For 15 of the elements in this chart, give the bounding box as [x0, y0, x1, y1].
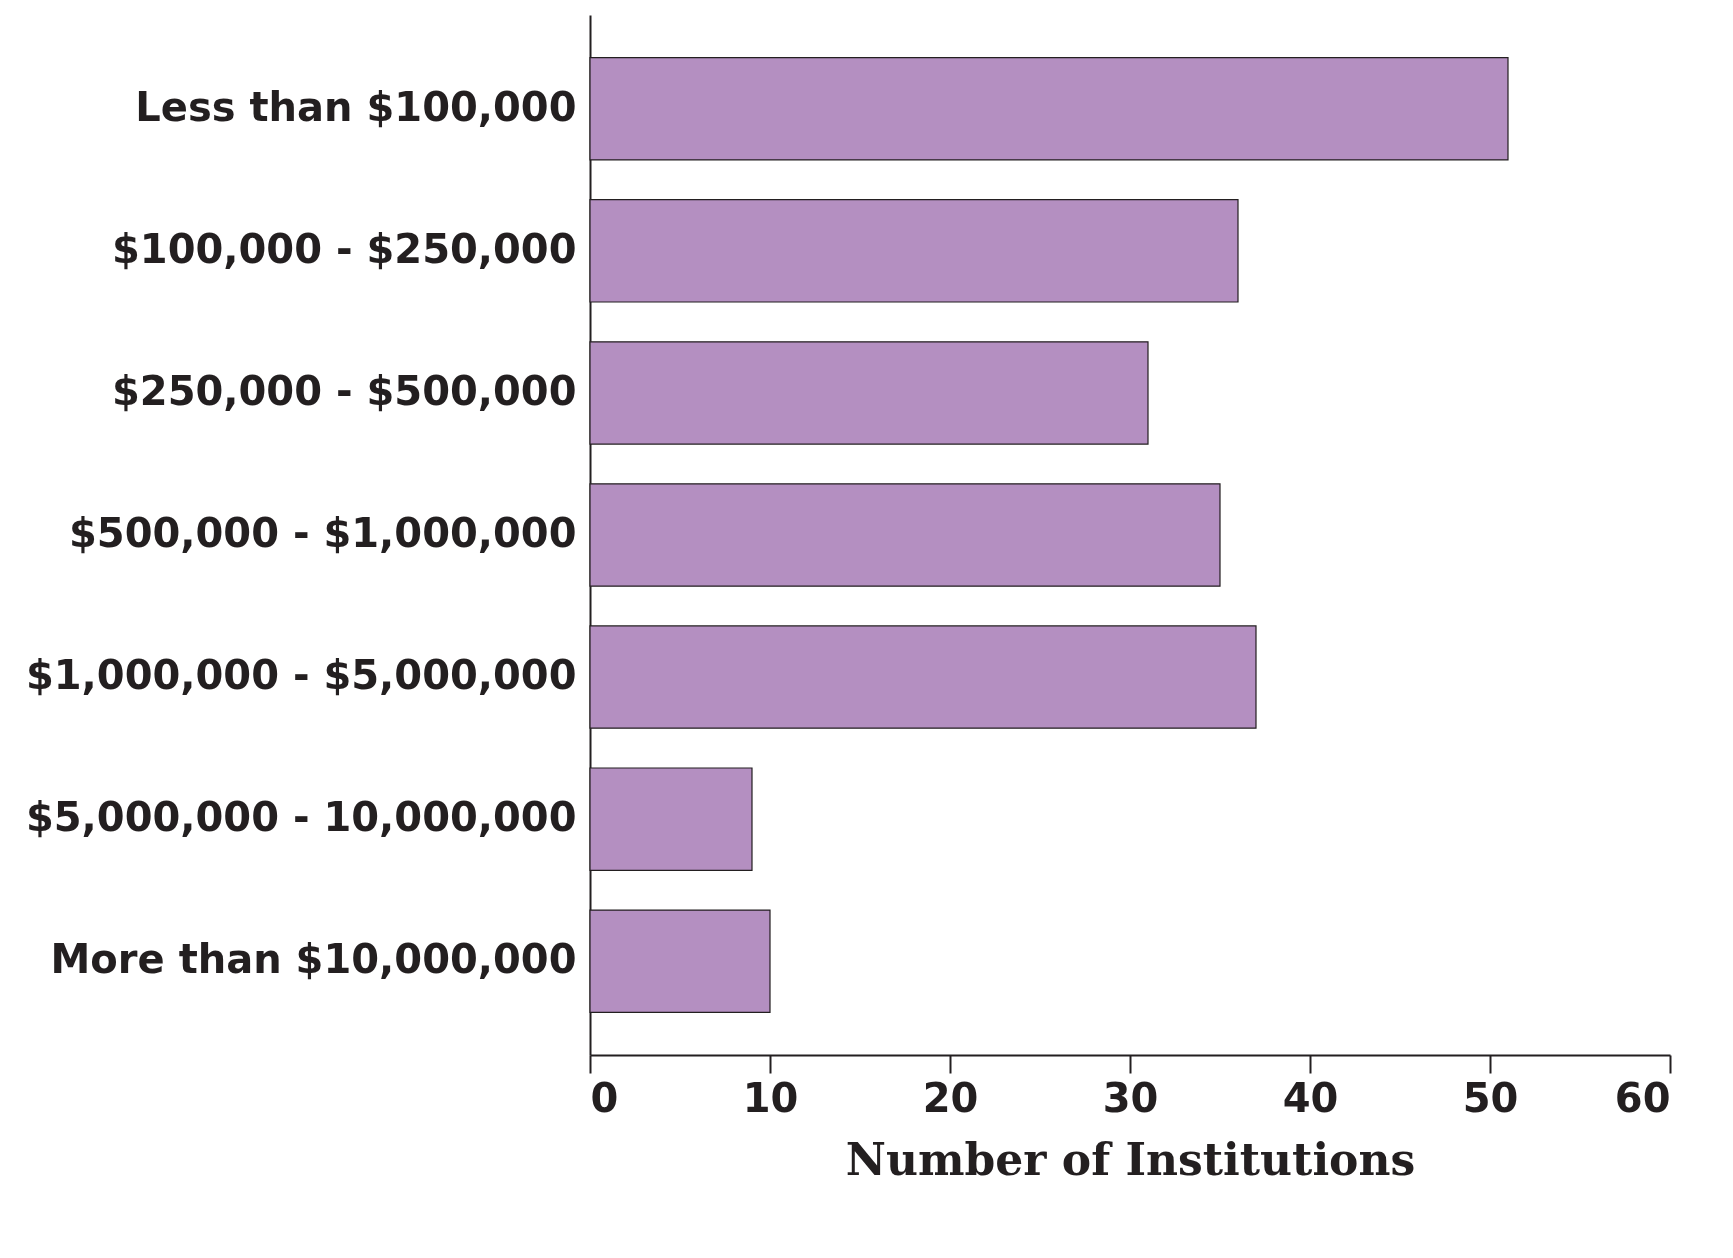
x-axis-title: Number of Institutions	[845, 1133, 1416, 1185]
x-tick-label: 0	[590, 1074, 619, 1121]
x-tick-label: 60	[1614, 1074, 1671, 1121]
y-tick-label: $500,000 - $1,000,000	[68, 510, 577, 556]
y-tick-label: Less than $100,000	[135, 83, 577, 130]
x-tick-label: 30	[1102, 1074, 1159, 1121]
y-tick-label: More than $10,000,000	[50, 936, 577, 983]
x-tick-label: 20	[922, 1074, 979, 1121]
x-tick-label: 10	[742, 1074, 799, 1121]
y-tick-label: $250,000 - $500,000	[112, 367, 577, 414]
x-tick-label: 50	[1462, 1074, 1519, 1121]
y-tick-label: $100,000 - $250,000	[112, 225, 577, 272]
y-tick-label: $1,000,000 - $5,000,000	[25, 652, 577, 699]
y-tick-label: $5,000,000 - 10,000,000	[25, 794, 577, 841]
x-tick-label: 40	[1282, 1074, 1339, 1121]
